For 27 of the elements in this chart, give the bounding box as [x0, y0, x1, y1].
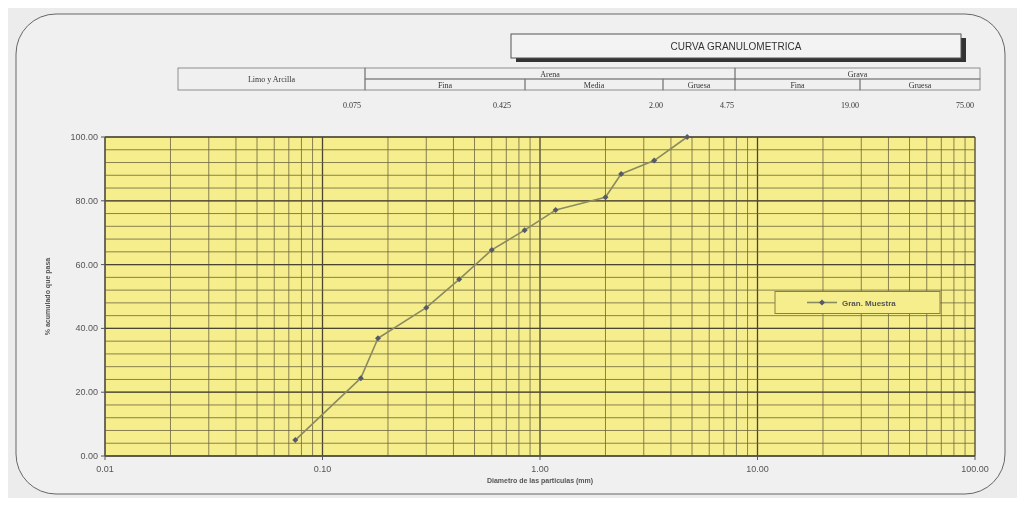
text: 75.00	[956, 101, 974, 110]
y-tick-label: 60.00	[75, 259, 98, 270]
y-tick-label: 0.00	[80, 451, 98, 461]
y-tick-label: 80.00	[75, 195, 98, 206]
text: Grava	[847, 69, 868, 79]
text: Fina	[437, 80, 453, 90]
x-tick-label: 1.00	[531, 464, 549, 474]
y-tick-label: 40.00	[75, 323, 98, 334]
text: 19.00	[841, 101, 859, 110]
legend-label: Gran. Muestra	[842, 298, 897, 308]
text: 0.425	[493, 101, 511, 110]
text: 0.075	[343, 101, 361, 110]
x-tick-label: 10.00	[746, 464, 769, 474]
text: 4.75	[720, 101, 734, 110]
text: Limo y Arcilla	[247, 75, 296, 84]
text: Fina	[790, 80, 806, 90]
text: 2.00	[649, 101, 663, 110]
chart-title: CURVA GRANULOMETRICA	[670, 41, 802, 52]
text: Media	[583, 80, 605, 90]
text: Gruesa	[687, 80, 711, 90]
x-tick-label: 100.00	[961, 464, 989, 474]
y-tick-label: 100.00	[70, 132, 98, 142]
text: Arena	[540, 69, 561, 79]
y-tick-label: 20.00	[75, 387, 98, 398]
x-tick-label: 0.10	[313, 464, 332, 474]
x-tick-label: 0.01	[96, 464, 114, 474]
text: Gruesa	[908, 80, 932, 90]
